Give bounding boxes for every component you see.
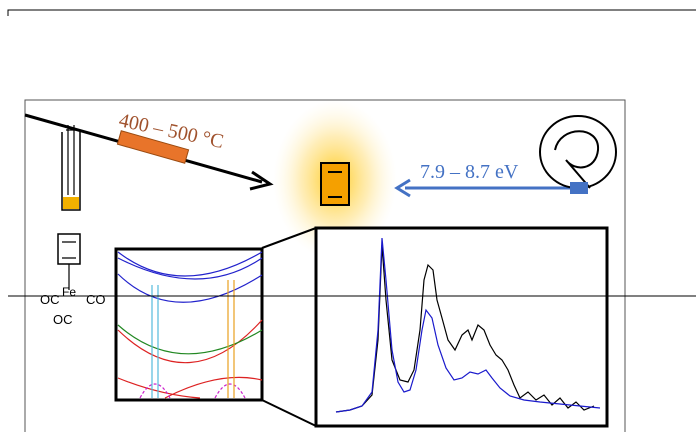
- synchrotron: [540, 116, 616, 188]
- figure: 400 – 500 °C 7.9 – 8.7 eV OC Fe CO OC: [0, 0, 696, 432]
- spectrum-box: [316, 228, 607, 426]
- ligand: OC: [40, 292, 60, 307]
- beamline: [570, 182, 588, 194]
- zoom-lines: [262, 228, 316, 426]
- cell-icon-lines: [62, 242, 76, 290]
- energy-label: 7.9 – 8.7 eV: [420, 161, 519, 183]
- ligand: OC: [53, 312, 73, 327]
- metal: Fe: [62, 285, 76, 299]
- sample: [63, 197, 79, 209]
- sample-cell: [321, 163, 349, 205]
- cell-icon: [58, 234, 80, 264]
- ring-path: [555, 131, 598, 188]
- ligand: CO: [86, 292, 106, 307]
- vial-inlet: [66, 125, 76, 195]
- top-rule: [8, 10, 696, 16]
